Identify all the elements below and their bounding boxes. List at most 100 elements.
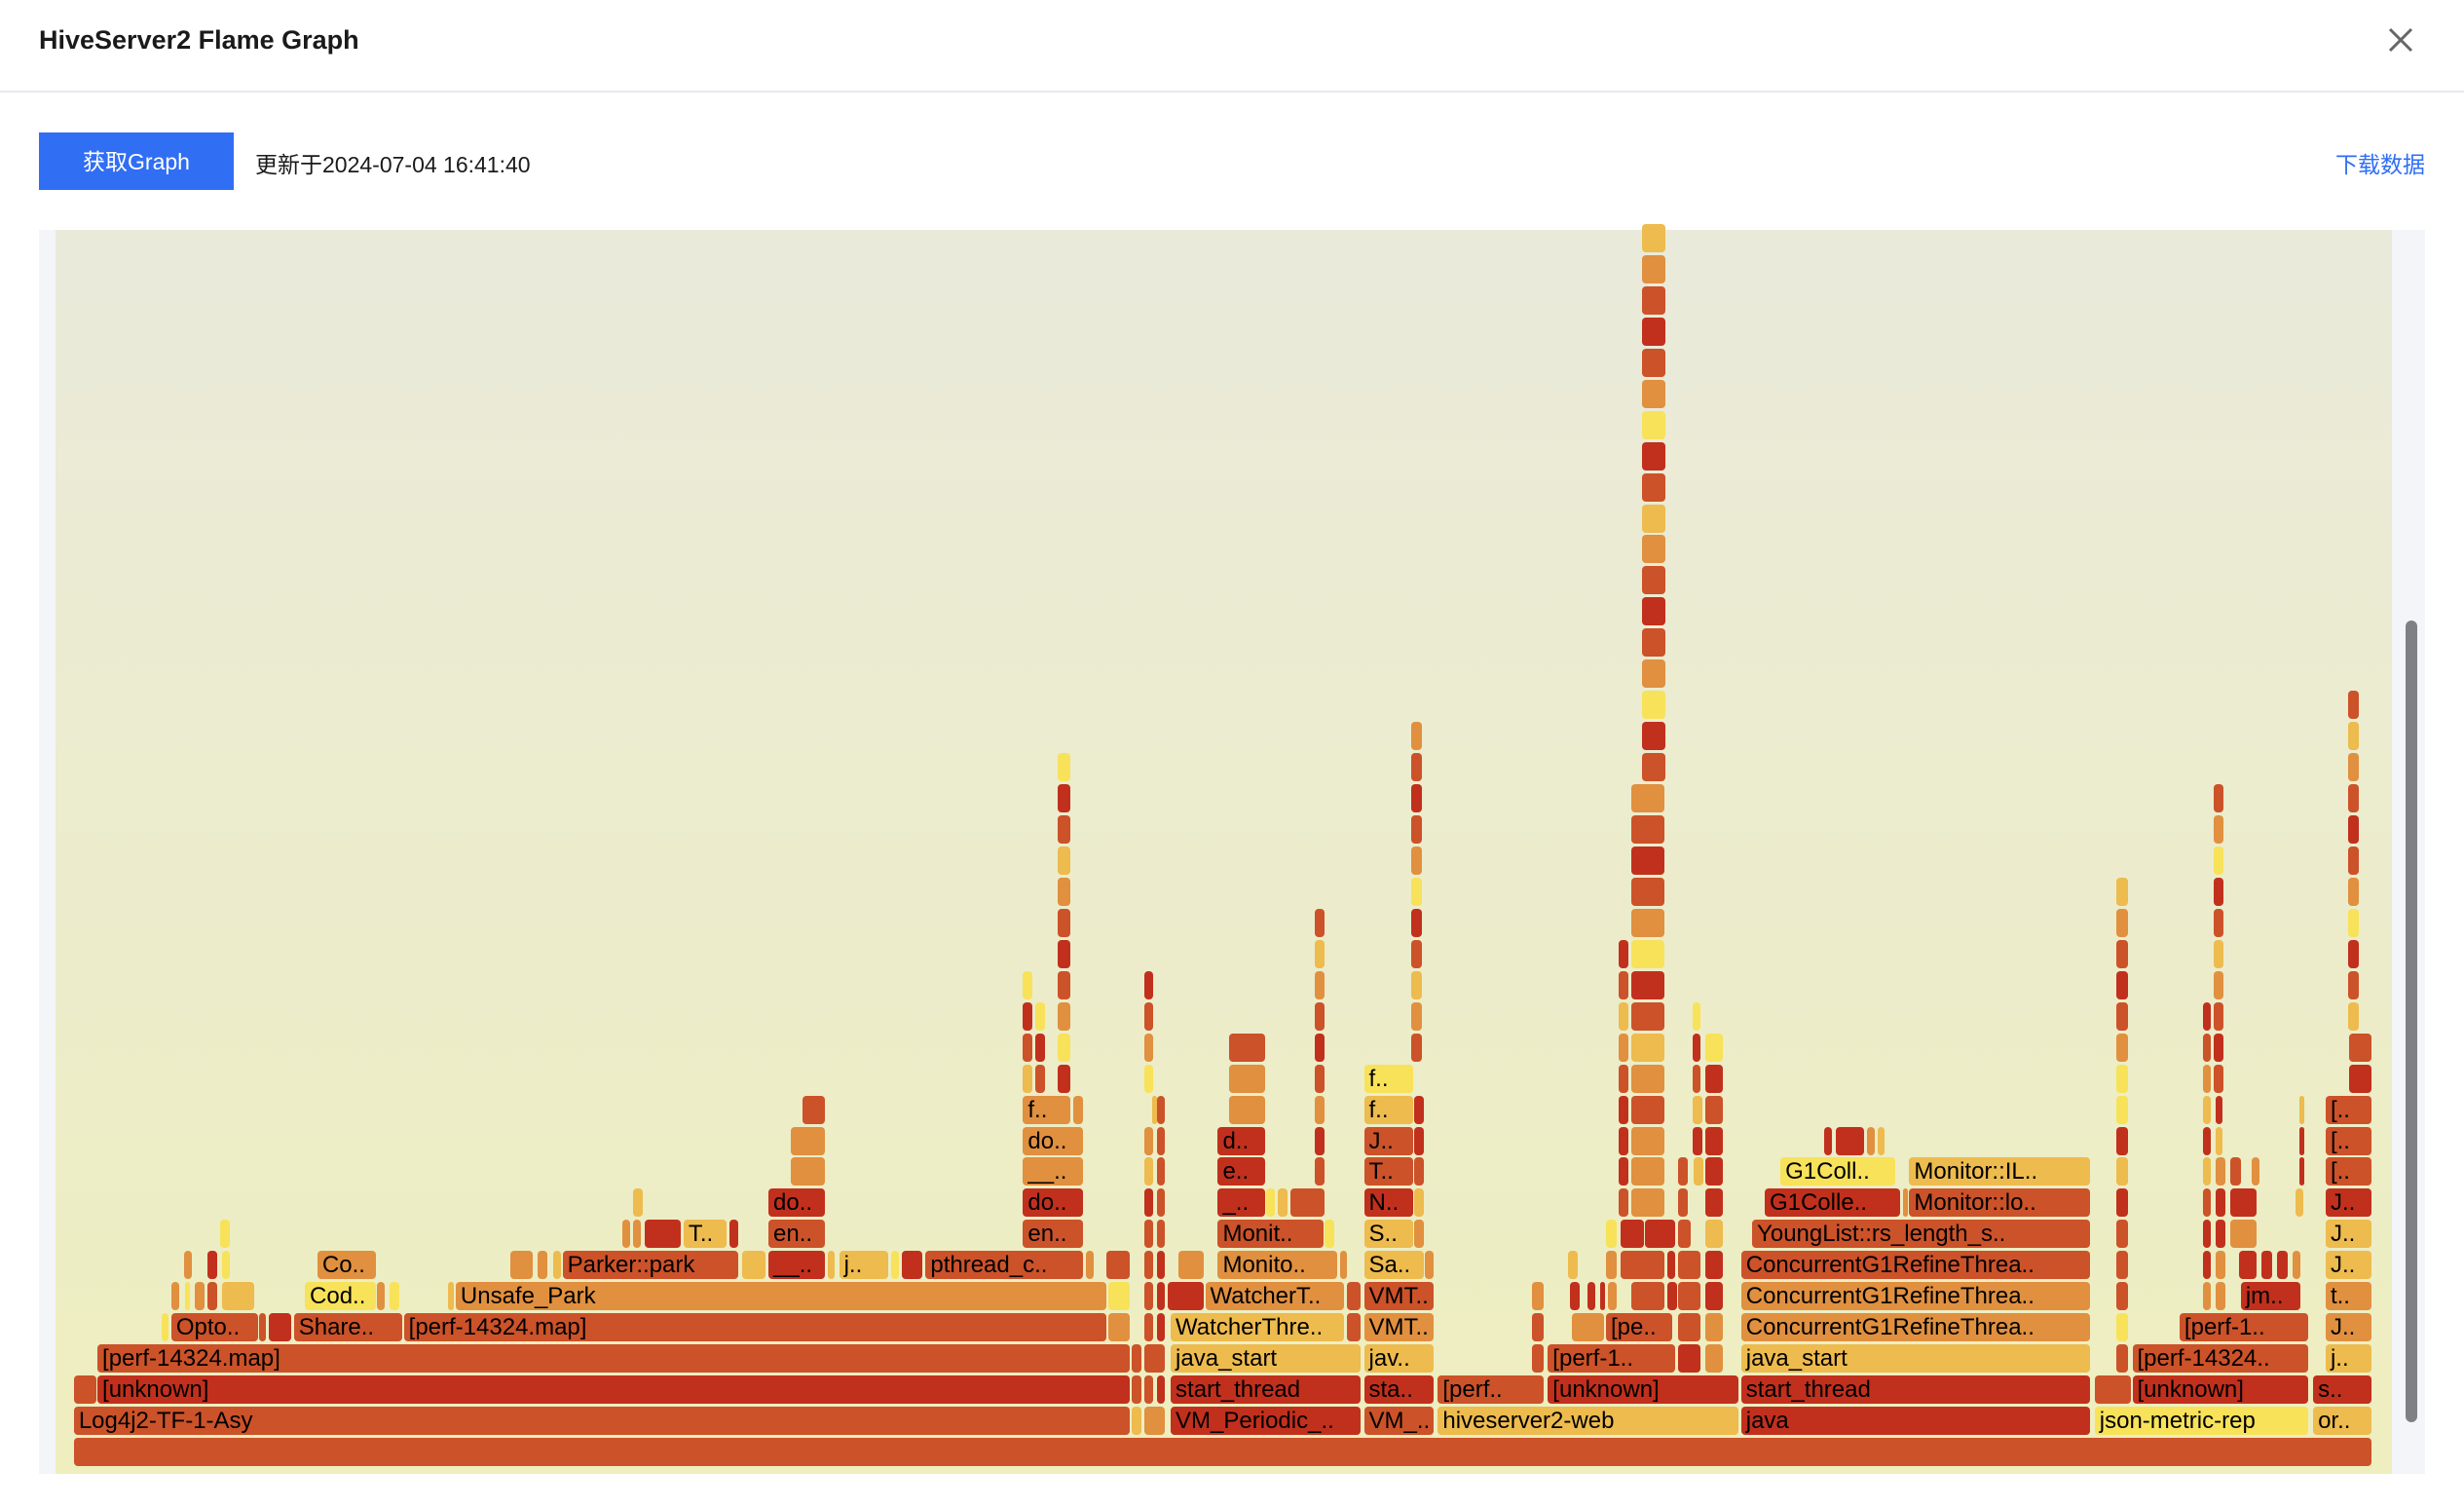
flame-frame[interactable] (2214, 970, 2224, 999)
flame-frame[interactable] (2347, 939, 2359, 968)
flame-frame[interactable] (1143, 1126, 1154, 1155)
flame-frame[interactable] (2347, 1001, 2359, 1031)
flame-frame[interactable] (1057, 784, 1070, 813)
flame-frame[interactable]: [perf-14324.. (2132, 1344, 2309, 1374)
flame-frame[interactable] (2347, 908, 2359, 937)
flame-frame[interactable] (741, 1251, 765, 1280)
flame-frame[interactable] (1605, 1220, 1618, 1249)
flame-frame[interactable] (2347, 753, 2359, 782)
flame-frame[interactable]: G1Coll.. (1780, 1157, 1895, 1186)
flame-frame[interactable]: or.. (2313, 1407, 2371, 1436)
flame-frame[interactable] (1569, 1282, 1580, 1311)
flame-frame[interactable] (1023, 970, 1033, 999)
flame-frame[interactable] (1704, 1095, 1723, 1124)
flame-frame[interactable] (1630, 1282, 1664, 1311)
flame-frame[interactable] (1143, 1157, 1154, 1186)
flame-frame[interactable] (1414, 1188, 1424, 1218)
flame-frame[interactable] (1057, 846, 1070, 875)
flame-frame[interactable] (447, 1282, 455, 1311)
flame-frame[interactable] (221, 1282, 255, 1311)
flame-frame[interactable] (728, 1220, 739, 1249)
flame-frame[interactable] (1620, 1251, 1664, 1280)
flame-frame[interactable] (2298, 1126, 2304, 1155)
flame-frame[interactable] (1532, 1282, 1544, 1311)
flame-frame[interactable] (1315, 970, 1325, 999)
flame-frame[interactable] (2293, 1251, 2301, 1280)
flame-frame[interactable] (510, 1251, 534, 1280)
flame-frame[interactable] (1630, 939, 1664, 968)
flame-frame[interactable] (1410, 815, 1423, 844)
flame-frame[interactable] (268, 1313, 291, 1342)
flame-frame[interactable]: j.. (2325, 1344, 2371, 1374)
flame-frame[interactable] (1642, 285, 1666, 315)
flame-frame[interactable] (1618, 1033, 1628, 1062)
flame-frame[interactable] (1107, 1313, 1131, 1342)
flame-frame[interactable]: do.. (1023, 1188, 1083, 1218)
flame-frame[interactable] (2116, 1282, 2128, 1311)
flame-frame[interactable] (2298, 1157, 2304, 1186)
flame-frame[interactable]: T.. (683, 1220, 727, 1249)
flame-frame[interactable] (2216, 1251, 2225, 1280)
flame-frame[interactable] (1131, 1375, 1141, 1405)
flame-frame[interactable]: ConcurrentG1RefineThrea.. (1740, 1282, 2091, 1311)
flame-frame[interactable] (1035, 1001, 1046, 1031)
flame-frame[interactable]: [perf-14324.map] (403, 1313, 1106, 1342)
flame-frame[interactable]: e.. (1217, 1157, 1265, 1186)
flame-frame[interactable] (2214, 939, 2224, 968)
flame-frame[interactable] (1410, 1033, 1423, 1062)
flame-frame[interactable] (1315, 1095, 1325, 1124)
flame-frame[interactable] (1143, 970, 1154, 999)
flame-frame[interactable]: java_start (1171, 1344, 1362, 1374)
flame-frame[interactable] (1642, 722, 1666, 751)
flame-frame[interactable] (170, 1282, 180, 1311)
flame-frame[interactable] (1057, 1001, 1070, 1031)
vertical-scrollbar[interactable] (2406, 621, 2417, 1422)
flame-frame[interactable] (621, 1220, 631, 1249)
flame-frame[interactable] (1678, 1344, 1700, 1374)
flame-frame[interactable] (1704, 1126, 1723, 1155)
flame-frame[interactable]: J.. (2325, 1220, 2371, 1249)
flame-frame[interactable] (2203, 1095, 2212, 1124)
flame-frame[interactable] (1410, 939, 1423, 968)
flame-frame[interactable] (2203, 1126, 2212, 1155)
flame-frame[interactable]: VM_.. (1363, 1407, 1434, 1436)
flame-frame[interactable]: J.. (2325, 1188, 2371, 1218)
flame-frame[interactable] (1692, 1095, 1702, 1124)
flame-frame[interactable]: [unknown] (1548, 1375, 1738, 1405)
flame-frame[interactable]: [.. (2325, 1126, 2371, 1155)
flame-frame[interactable] (1704, 1220, 1723, 1249)
flame-frame[interactable]: java (1740, 1407, 2091, 1436)
flame-frame[interactable] (1410, 784, 1423, 813)
flame-frame[interactable] (2347, 846, 2359, 875)
flame-frame[interactable]: f.. (1363, 1064, 1413, 1093)
flame-frame[interactable] (1325, 1220, 1334, 1249)
flame-frame[interactable] (2116, 1157, 2128, 1186)
flame-frame[interactable] (1630, 784, 1664, 813)
flame-frame[interactable] (1156, 1220, 1165, 1249)
flame-frame[interactable] (1620, 1220, 1644, 1249)
flame-frame[interactable] (1630, 1157, 1664, 1186)
flame-frame[interactable] (1618, 1001, 1628, 1031)
flame-frame[interactable]: start_thread (1171, 1375, 1362, 1405)
flame-frame[interactable] (1143, 1064, 1154, 1093)
flame-frame[interactable] (633, 1188, 644, 1218)
flame-frame[interactable]: J.. (1363, 1126, 1413, 1155)
flame-frame[interactable]: [unknown] (97, 1375, 1131, 1405)
flame-frame[interactable]: en.. (1023, 1220, 1083, 1249)
flame-frame[interactable] (2214, 1033, 2224, 1062)
flame-frame[interactable] (1866, 1126, 1875, 1155)
flame-frame[interactable] (2203, 1157, 2212, 1186)
close-icon[interactable] (2384, 23, 2417, 56)
flame-frame[interactable] (2116, 908, 2128, 937)
flame-frame[interactable]: Unsafe_Park (455, 1282, 1106, 1311)
flame-frame[interactable]: __.. (768, 1251, 826, 1280)
flame-frame[interactable] (2116, 970, 2128, 999)
flame-frame[interactable] (1630, 1188, 1664, 1218)
flame-frame[interactable] (1618, 1157, 1628, 1186)
flame-frame[interactable] (2116, 877, 2128, 906)
flame-frame[interactable] (2116, 1126, 2128, 1155)
flame-frame[interactable] (1410, 908, 1423, 937)
flame-frame[interactable]: Share.. (293, 1313, 403, 1342)
flame-frame[interactable] (2347, 784, 2359, 813)
flame-frame[interactable]: f.. (1023, 1095, 1070, 1124)
